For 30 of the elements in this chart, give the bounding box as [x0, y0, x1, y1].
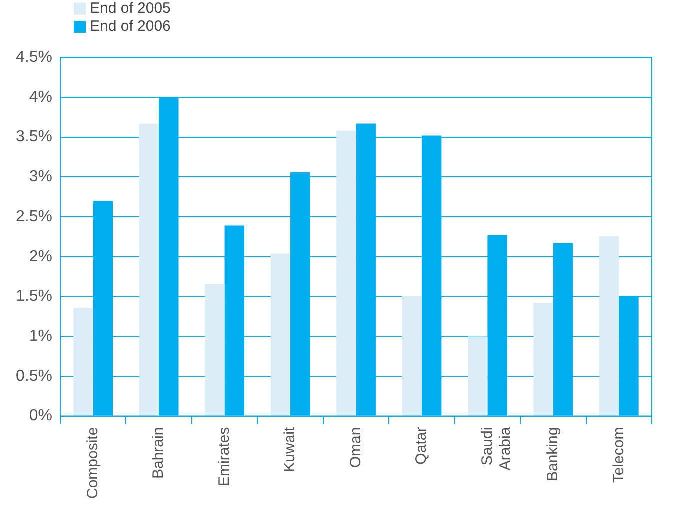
x-tick-label: Banking	[544, 427, 562, 482]
legend-label: End of 2006	[90, 18, 171, 36]
bar	[534, 303, 554, 416]
x-tick-label: Oman	[347, 427, 364, 468]
x-tick-label: Qatar	[413, 427, 430, 465]
bar	[205, 284, 225, 416]
y-tick-label: 2.5%	[16, 208, 52, 226]
x-tick-label: Bahrain	[150, 427, 168, 480]
y-tick-label: 0%	[29, 408, 52, 425]
bar	[270, 254, 291, 416]
bar	[139, 124, 160, 416]
y-tick-label: 4.5%	[16, 49, 52, 66]
x-tick-label: Emirates	[216, 427, 233, 486]
y-tick-label: 4%	[29, 88, 52, 106]
y-tick-label: 0.5%	[16, 368, 52, 385]
y-tick-label: 3%	[29, 168, 52, 186]
y-tick-label: 2%	[29, 248, 52, 266]
y-tick-label: 3.5%	[16, 128, 52, 146]
bar	[402, 296, 422, 416]
x-tick-label: Saudi Arabia	[478, 426, 514, 471]
bar	[74, 308, 94, 416]
y-tick-label: 1%	[29, 328, 52, 345]
bar	[599, 236, 620, 416]
x-tick-label: Kuwait	[282, 426, 299, 472]
x-tick-label: Telecom	[610, 427, 628, 484]
bar	[336, 130, 356, 416]
y-tick-label: 1.5%	[16, 288, 52, 306]
bar	[468, 336, 488, 416]
x-tick-label: Composite	[84, 427, 102, 500]
legend-label: End of 2005	[90, 0, 171, 18]
